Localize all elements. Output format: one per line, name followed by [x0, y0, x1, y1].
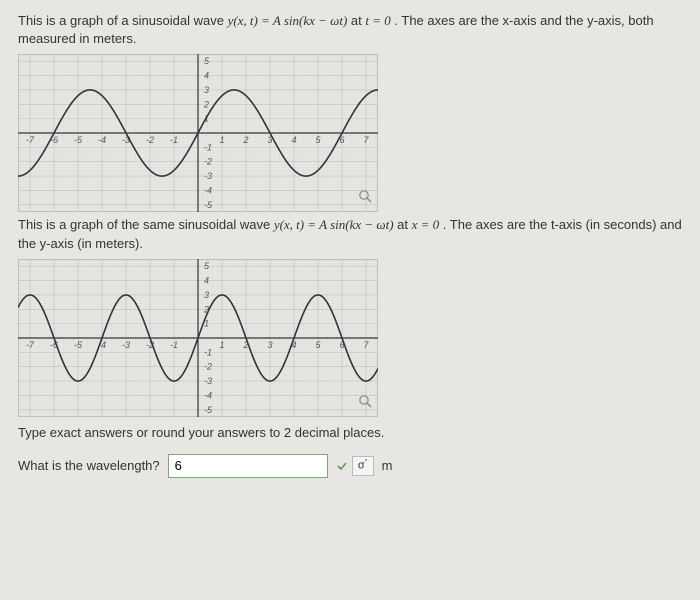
- desc1-cond: t = 0: [365, 13, 390, 28]
- svg-text:-6: -6: [50, 135, 58, 145]
- instructions: Type exact answers or round your answers…: [18, 425, 682, 440]
- question-label: What is the wavelength?: [18, 458, 160, 473]
- svg-text:1: 1: [219, 340, 224, 350]
- desc1-eq: y(x, t) = A sin(kx − ωt): [228, 13, 348, 28]
- svg-text:-3: -3: [204, 376, 212, 386]
- magnify-icon[interactable]: [358, 189, 372, 206]
- svg-text:2: 2: [203, 100, 209, 110]
- svg-text:3: 3: [204, 290, 209, 300]
- svg-text:1: 1: [219, 135, 224, 145]
- graph-1-container: -7-6-5-4-3-2-11234567-5-4-3-2-112345: [18, 54, 378, 212]
- svg-text:7: 7: [363, 135, 369, 145]
- svg-text:2: 2: [242, 135, 248, 145]
- magnify-icon[interactable]: [358, 394, 372, 411]
- svg-text:-5: -5: [204, 200, 213, 210]
- description-2: This is a graph of the same sinusoidal w…: [18, 216, 682, 252]
- svg-text:-5: -5: [204, 405, 213, 415]
- desc2-mid: at: [394, 217, 412, 232]
- graph-1: -7-6-5-4-3-2-11234567-5-4-3-2-112345: [18, 54, 378, 212]
- svg-text:-5: -5: [74, 135, 83, 145]
- svg-text:-3: -3: [204, 171, 212, 181]
- desc2-cond: x = 0: [412, 217, 440, 232]
- wavelength-input[interactable]: [168, 454, 328, 478]
- desc2-eq: y(x, t) = A sin(kx − ωt): [274, 217, 394, 232]
- svg-text:-3: -3: [122, 340, 130, 350]
- svg-text:-3: -3: [122, 135, 130, 145]
- unit-label: m: [382, 458, 393, 473]
- svg-text:-1: -1: [170, 135, 178, 145]
- svg-text:4: 4: [204, 71, 209, 81]
- description-1: This is a graph of a sinusoidal wave y(x…: [18, 12, 682, 48]
- graph-2: -7-6-5-4-3-2-11234567-5-4-3-2-112345: [18, 259, 378, 417]
- svg-text:5: 5: [315, 340, 321, 350]
- svg-text:-5: -5: [74, 340, 83, 350]
- desc2-pre: This is a graph of the same sinusoidal w…: [18, 217, 274, 232]
- equation-editor-button[interactable]: σ°: [352, 456, 374, 476]
- svg-text:7: 7: [363, 340, 369, 350]
- desc1-mid: at: [347, 13, 365, 28]
- graph-2-container: -7-6-5-4-3-2-11234567-5-4-3-2-112345: [18, 259, 378, 417]
- svg-text:3: 3: [267, 340, 272, 350]
- svg-text:-2: -2: [204, 157, 212, 167]
- svg-text:-1: -1: [170, 340, 178, 350]
- check-icon: [336, 460, 348, 472]
- svg-text:3: 3: [204, 85, 209, 95]
- svg-text:4: 4: [204, 275, 209, 285]
- svg-text:-7: -7: [26, 340, 35, 350]
- svg-text:4: 4: [291, 135, 296, 145]
- svg-text:-1: -1: [204, 143, 212, 153]
- svg-text:-1: -1: [204, 347, 212, 357]
- svg-text:-4: -4: [204, 390, 212, 400]
- svg-text:-7: -7: [26, 135, 35, 145]
- svg-text:-2: -2: [146, 135, 154, 145]
- sigma-icon: σ°: [358, 459, 368, 472]
- desc1-pre: This is a graph of a sinusoidal wave: [18, 13, 228, 28]
- answer-row: What is the wavelength? σ° m: [18, 454, 682, 478]
- svg-text:-4: -4: [204, 186, 212, 196]
- svg-text:5: 5: [315, 135, 321, 145]
- svg-text:-4: -4: [98, 135, 106, 145]
- svg-text:-2: -2: [204, 361, 212, 371]
